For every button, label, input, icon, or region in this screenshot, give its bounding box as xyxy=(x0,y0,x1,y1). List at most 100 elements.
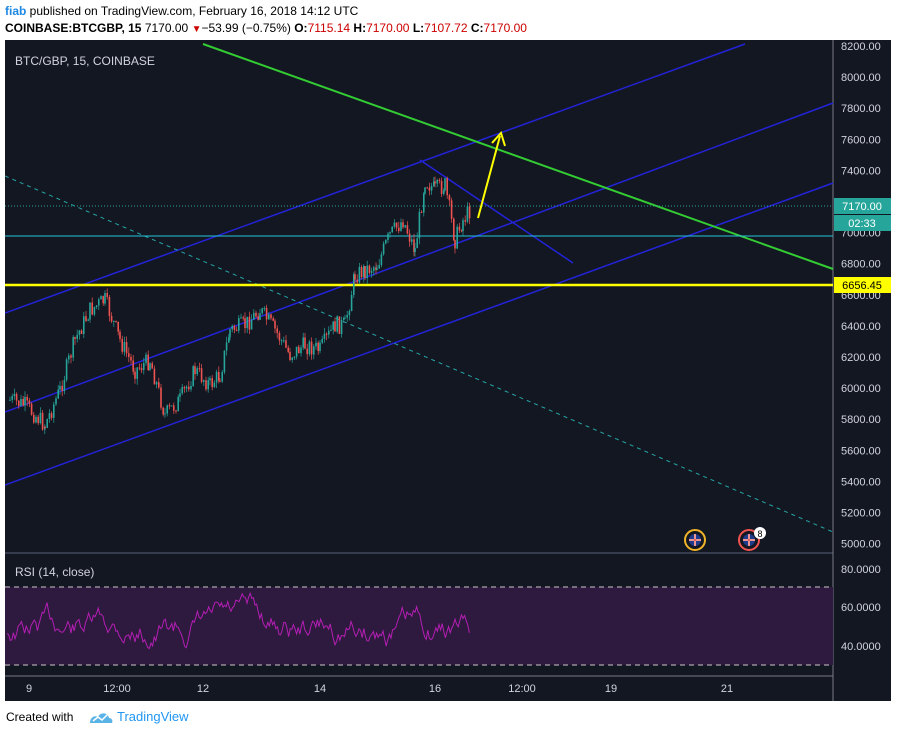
tradingview-logo-icon[interactable] xyxy=(88,709,114,725)
candle-body xyxy=(340,320,343,334)
candle-body xyxy=(336,316,338,332)
author-link[interactable]: fiab xyxy=(5,4,27,18)
ohlc-line: COINBASE:BTCGBP, 15 7170.00 ▼−53.99 (−0.… xyxy=(5,21,527,35)
candle-body xyxy=(287,347,289,352)
channel-lower-line[interactable] xyxy=(5,182,834,486)
candle-body xyxy=(123,342,126,352)
candle-body xyxy=(166,405,168,414)
candle-body xyxy=(385,240,387,244)
candle-body xyxy=(460,230,463,232)
candle-body xyxy=(162,407,164,415)
time-axis-label: 12:00 xyxy=(508,683,536,695)
candle-body xyxy=(164,413,166,415)
candle-body xyxy=(225,342,228,351)
short-trend-line[interactable] xyxy=(419,159,574,264)
candle-body xyxy=(20,398,22,406)
candle-body xyxy=(95,305,98,307)
last-price-text: 7170.00 xyxy=(144,21,189,35)
price-pane[interactable] xyxy=(5,40,833,552)
candle-body xyxy=(300,347,302,354)
candle-body xyxy=(343,318,345,320)
candle-body xyxy=(140,368,143,371)
candle-body xyxy=(242,317,244,319)
candle-body xyxy=(119,331,121,339)
candle-body xyxy=(211,378,213,388)
candle-body xyxy=(244,318,246,329)
candle-body xyxy=(382,243,385,255)
candle-body xyxy=(246,316,248,329)
countdown-tag-text: 02:33 xyxy=(848,218,876,230)
candle-body xyxy=(418,211,421,239)
candle-body xyxy=(48,413,51,419)
candles-group xyxy=(9,176,471,435)
candle-body xyxy=(366,265,368,279)
candle-body xyxy=(446,178,448,196)
candle-body xyxy=(229,329,231,338)
candle-body xyxy=(436,180,438,184)
candle-body xyxy=(65,359,68,380)
price-axis-label: 6800.00 xyxy=(841,259,881,271)
candle-body xyxy=(28,400,31,404)
candle-body xyxy=(130,356,132,361)
tradingview-link[interactable]: TradingView xyxy=(117,709,189,724)
price-axis-label: 6200.00 xyxy=(841,352,881,364)
time-axis[interactable]: 9 12:00 12 14 16 12:00 19 21 xyxy=(26,683,733,695)
candle-body xyxy=(9,399,11,401)
open-label: O: xyxy=(294,21,308,35)
candle-body xyxy=(468,206,471,219)
candle-body xyxy=(240,317,242,319)
low-label: L: xyxy=(412,21,425,35)
candle-body xyxy=(323,333,326,339)
candle-body xyxy=(426,187,428,189)
channel-middle-line[interactable] xyxy=(5,102,834,413)
candle-body xyxy=(63,379,66,392)
price-axis[interactable]: 8200.008000.007800.007600.007400.007200.… xyxy=(841,41,881,551)
symbol-label: COINBASE:BTCGBP, 15 xyxy=(5,21,142,35)
candle-body xyxy=(22,398,24,406)
candle-body xyxy=(85,316,87,321)
economic-event-uk-flag-icon[interactable] xyxy=(684,529,706,551)
candle-body xyxy=(93,307,96,315)
candle-body xyxy=(443,190,445,194)
candle-body xyxy=(68,355,70,360)
candle-body xyxy=(363,266,365,278)
channel-upper-line[interactable] xyxy=(5,43,746,314)
dashed-trend-line[interactable] xyxy=(5,175,834,533)
close-label: C: xyxy=(470,21,484,35)
candle-body xyxy=(143,363,145,371)
candle-body xyxy=(317,342,319,351)
chart-area[interactable]: 8200.008000.007800.007600.007400.007200.… xyxy=(5,40,891,701)
candle-body xyxy=(115,320,117,322)
candle-body xyxy=(373,267,375,271)
candle-body xyxy=(453,218,455,241)
candle-body xyxy=(218,371,220,381)
candle-body xyxy=(348,311,351,316)
candle-body xyxy=(102,296,104,304)
candle-body xyxy=(255,312,257,317)
candle-body xyxy=(104,293,106,304)
candle-body xyxy=(250,319,253,330)
last-price-tag-text: 7170.00 xyxy=(842,201,882,213)
rsi-axis-label: 60.0000 xyxy=(841,602,881,614)
candle-body xyxy=(89,302,91,320)
rsi-axis[interactable]: 80.0000 60.0000 40.0000 xyxy=(841,564,881,653)
candle-body xyxy=(404,225,406,228)
candle-body xyxy=(138,367,141,369)
green-trend-line[interactable] xyxy=(202,43,834,270)
candle-body xyxy=(13,393,16,397)
candle-body xyxy=(270,314,272,319)
economic-events-uk-flag-icon[interactable]: 8 xyxy=(738,527,766,551)
candle-body xyxy=(46,419,48,428)
change-text: −53.99 (−0.75%) xyxy=(201,21,291,35)
candle-body xyxy=(106,293,108,298)
yellow-arrow[interactable] xyxy=(477,131,506,219)
candle-body xyxy=(173,405,175,411)
candle-body xyxy=(185,386,188,389)
price-chart[interactable]: 8200.008000.007800.007600.007400.007200.… xyxy=(5,40,891,701)
candle-body xyxy=(183,387,186,389)
candle-body xyxy=(145,354,147,364)
high-value: 7170.00 xyxy=(366,21,410,35)
candle-body xyxy=(400,222,402,231)
price-axis-label: 5000.00 xyxy=(841,539,881,551)
candle-body xyxy=(132,360,134,372)
